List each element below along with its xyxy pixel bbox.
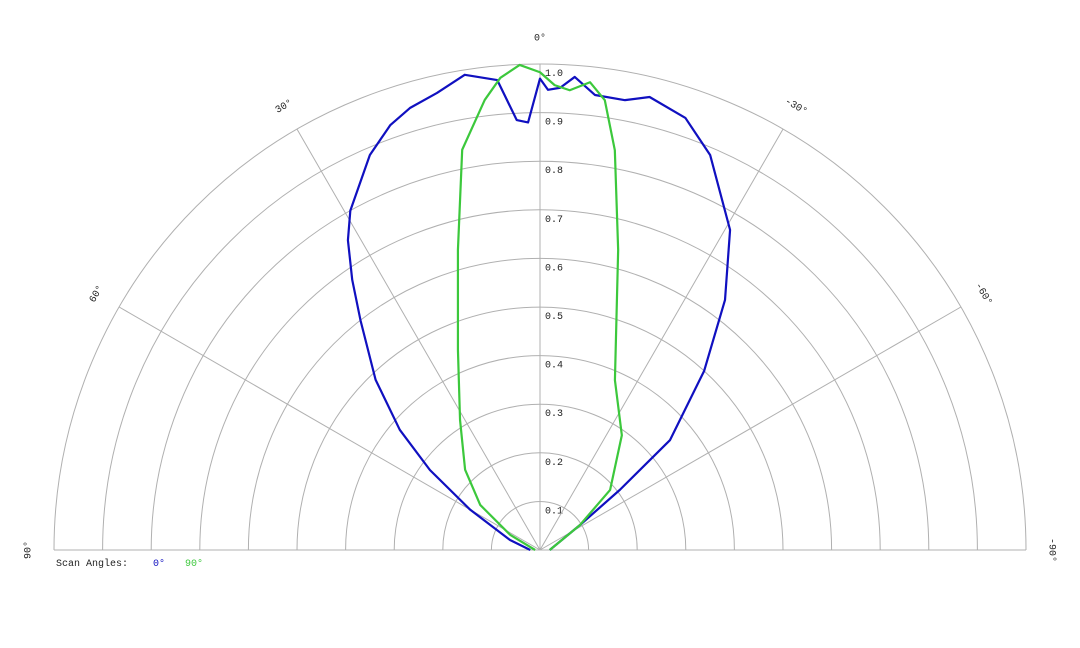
r-tick-label: 0.9: [545, 118, 563, 129]
r-tick-label: 0.4: [545, 361, 563, 372]
theta-tick-label: 90°: [22, 541, 34, 559]
r-tick-label: 1.0: [545, 69, 563, 80]
legend-title: Scan Angles:: [56, 558, 128, 570]
r-tick-label: 0.8: [545, 166, 563, 177]
r-tick-label: 0.3: [545, 409, 563, 420]
theta-tick-label: 0°: [534, 32, 546, 44]
r-tick-label: 0.5: [545, 312, 563, 323]
theta-tick-label: 60°: [87, 283, 106, 305]
theta-tick-label: -30°: [782, 96, 809, 118]
legend-entry: 90°: [185, 558, 203, 570]
grid-spoke: [539, 306, 962, 551]
theta-tick-label: -60°: [972, 281, 994, 308]
legend-entry: 0°: [153, 558, 165, 570]
r-tick-label: 0.2: [545, 458, 563, 469]
r-tick-label: 0.1: [545, 506, 563, 517]
theta-tick-label: 30°: [273, 97, 295, 116]
r-tick-label: 0.7: [545, 215, 563, 226]
grid-spoke: [539, 128, 784, 551]
r-tick-label: 0.6: [545, 263, 563, 274]
series-line: [346, 73, 732, 551]
grid-spoke: [296, 128, 541, 551]
series-line: [456, 63, 623, 551]
theta-tick-label: -90°: [1046, 538, 1058, 562]
